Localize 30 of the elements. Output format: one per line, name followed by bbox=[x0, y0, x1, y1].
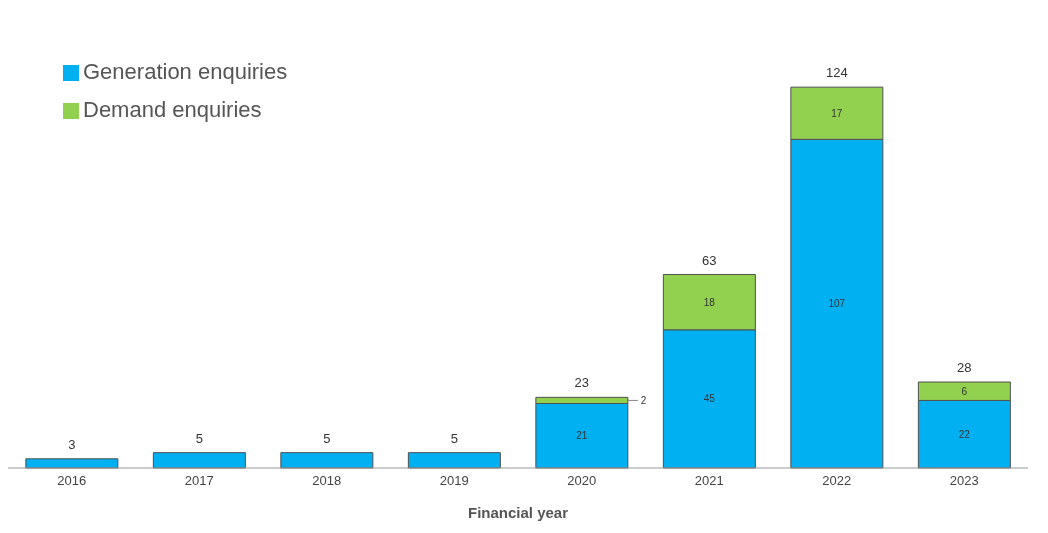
total-label: 3 bbox=[68, 436, 76, 452]
x-tick-label: 2023 bbox=[949, 473, 979, 489]
total-label: 5 bbox=[195, 430, 203, 446]
bar bbox=[280, 452, 374, 469]
data-label: 2 bbox=[640, 394, 647, 406]
total-label: 5 bbox=[450, 430, 458, 446]
data-label: 45 bbox=[703, 393, 716, 405]
total-label: 23 bbox=[574, 375, 590, 391]
x-tick-label: 2020 bbox=[567, 473, 597, 489]
x-tick-label: 2017 bbox=[184, 473, 214, 489]
bar bbox=[152, 452, 246, 469]
legend-label: Demand enquiries bbox=[83, 97, 262, 122]
data-label: 21 bbox=[576, 430, 588, 442]
legend-label: Generation enquiries bbox=[83, 59, 288, 84]
total-label: 28 bbox=[957, 360, 972, 375]
data-label: 18 bbox=[703, 296, 716, 308]
x-tick-label: 2022 bbox=[822, 473, 852, 489]
data-label: 22 bbox=[958, 428, 971, 440]
data-label: 17 bbox=[831, 107, 843, 119]
x-tick-label: 2018 bbox=[312, 473, 342, 489]
data-label: 6 bbox=[961, 385, 968, 397]
x-tick-label: 2016 bbox=[57, 473, 87, 489]
data-label: 107 bbox=[828, 298, 846, 310]
x-tick-label: 2019 bbox=[439, 473, 469, 489]
total-label: 124 bbox=[826, 65, 848, 81]
x-tick-label: 2021 bbox=[694, 473, 724, 489]
total-label: 5 bbox=[323, 430, 331, 446]
x-axis-title: Financial year bbox=[467, 504, 569, 521]
bar bbox=[407, 452, 501, 469]
total-label: 63 bbox=[702, 252, 717, 268]
